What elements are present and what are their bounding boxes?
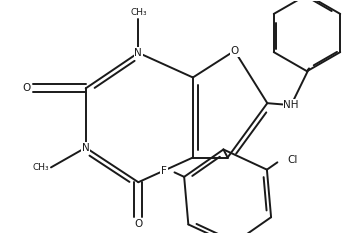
Text: F: F — [161, 166, 167, 176]
Text: Cl: Cl — [287, 155, 297, 165]
Text: N: N — [135, 48, 142, 58]
Text: O: O — [22, 83, 30, 93]
Text: NH: NH — [284, 100, 299, 110]
Text: CH₃: CH₃ — [130, 8, 147, 17]
Text: O: O — [231, 46, 239, 56]
Text: CH₃: CH₃ — [33, 163, 49, 172]
Text: O: O — [134, 219, 142, 229]
Text: N: N — [82, 143, 90, 153]
